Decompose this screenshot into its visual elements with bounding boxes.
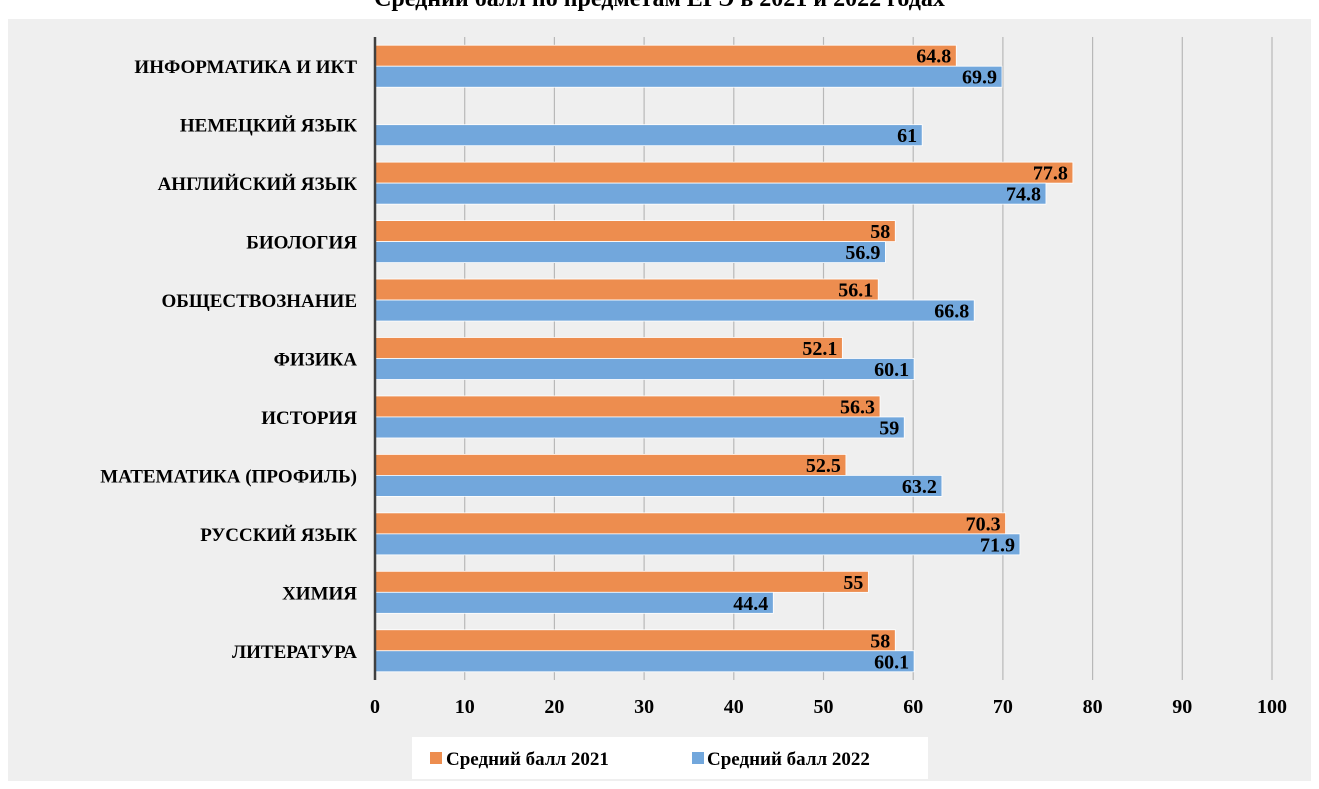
bar-2021 (374, 395, 881, 418)
bar-2022 (374, 358, 915, 380)
data-label-2022: 74.8 (1006, 184, 1041, 206)
bar-2022 (374, 241, 886, 263)
data-label-2022: 69.9 (962, 67, 997, 89)
bar-2021 (374, 161, 1074, 184)
x-tick-label: 10 (455, 696, 475, 718)
bar-2021 (374, 220, 896, 242)
category-label: РУССКИЙ ЯЗЫК (200, 524, 357, 546)
category-label: ХИМИЯ (282, 583, 357, 604)
data-label-2021: 56.1 (838, 280, 873, 302)
bar-2022 (374, 533, 1021, 556)
chart-title: Средний балл по предметам ЕГЭ в 2021 и 2… (0, 0, 1319, 12)
category-label: ОБЩЕСТВОЗНАНИЕ (162, 291, 357, 312)
bar-2022 (374, 124, 923, 147)
data-label-2022: 56.9 (845, 242, 880, 264)
bar-2021 (374, 44, 957, 67)
x-tick-label: 30 (634, 696, 654, 718)
data-label-2021: 56.3 (840, 396, 875, 418)
x-tick-label: 20 (544, 696, 564, 718)
data-labels: 64.869.96177.874.85856.956.166.852.160.1… (733, 46, 1068, 674)
data-label-2022: 61 (897, 125, 917, 147)
x-tick-label: 90 (1172, 696, 1192, 718)
data-label-2021: 58 (870, 221, 890, 243)
category-label: АНГЛИЙСКИЙ ЯЗЫК (158, 173, 358, 195)
data-label-2021: 55 (843, 572, 863, 594)
bar-2022 (374, 475, 943, 497)
data-label-2021: 58 (870, 630, 890, 652)
x-tick-label: 80 (1083, 696, 1103, 718)
bar-2022 (374, 182, 1047, 205)
data-label-2022: 63.2 (902, 476, 937, 498)
data-label-2022: 60.1 (874, 359, 909, 381)
data-label-2022: 60.1 (874, 651, 909, 673)
legend-box (412, 737, 928, 779)
bar-2022 (374, 299, 975, 322)
x-tick-label: 100 (1257, 696, 1287, 718)
data-label-2021: 52.1 (802, 338, 837, 360)
bar-2021 (374, 570, 869, 593)
category-label: ЛИТЕРАТУРА (232, 642, 357, 663)
data-label-2022: 44.4 (733, 593, 768, 615)
bar-2021 (374, 337, 843, 359)
x-tick-label: 60 (903, 696, 923, 718)
x-tick-label: 70 (993, 696, 1013, 718)
data-label-2022: 71.9 (980, 534, 1015, 556)
data-label-2021: 64.8 (916, 46, 951, 68)
legend-label-2021: Средний балл 2021 (446, 749, 609, 770)
bar-2022 (374, 591, 774, 614)
bar-2021 (374, 278, 879, 301)
bars (374, 44, 1074, 673)
legend-label-2022: Средний балл 2022 (707, 749, 870, 770)
bar-2021 (374, 512, 1006, 535)
category-label: ИНФОРМАТИКА И ИКТ (134, 57, 357, 78)
data-label-2022: 59 (879, 417, 899, 439)
x-tick-label: 40 (724, 696, 744, 718)
legend-swatch-2021 (430, 752, 442, 764)
legend-swatch-2022 (692, 752, 704, 764)
category-labels: ИНФОРМАТИКА И ИКТ НЕМЕЦКИЙ ЯЗЫК АНГЛИЙСКИЙ… (100, 57, 357, 663)
x-tick-label: 50 (814, 696, 834, 718)
category-label: БИОЛОГИЯ (246, 233, 357, 254)
category-label: НЕМЕЦКИЙ ЯЗЫК (180, 115, 357, 137)
bar-2022 (374, 416, 905, 439)
bar-2022 (374, 650, 915, 673)
data-label-2021: 77.8 (1033, 163, 1068, 185)
data-label-2021: 70.3 (966, 513, 1001, 535)
category-label: МАТЕМАТИКА (ПРОФИЛЬ) (100, 466, 357, 487)
bar-2022 (374, 65, 1003, 88)
data-label-2022: 66.8 (934, 301, 969, 323)
x-tick-label: 0 (370, 696, 380, 718)
category-label: ИСТОРИЯ (261, 408, 357, 429)
data-label-2021: 52.5 (806, 455, 841, 477)
legend: Средний балл 2021 Средний балл 2022 (412, 737, 928, 779)
category-label: ФИЗИКА (274, 350, 358, 371)
x-axis-ticks: 0 10 20 30 40 50 60 70 80 90 100 (370, 696, 1287, 718)
bar-2021 (374, 629, 896, 652)
bar-2021 (374, 454, 847, 476)
